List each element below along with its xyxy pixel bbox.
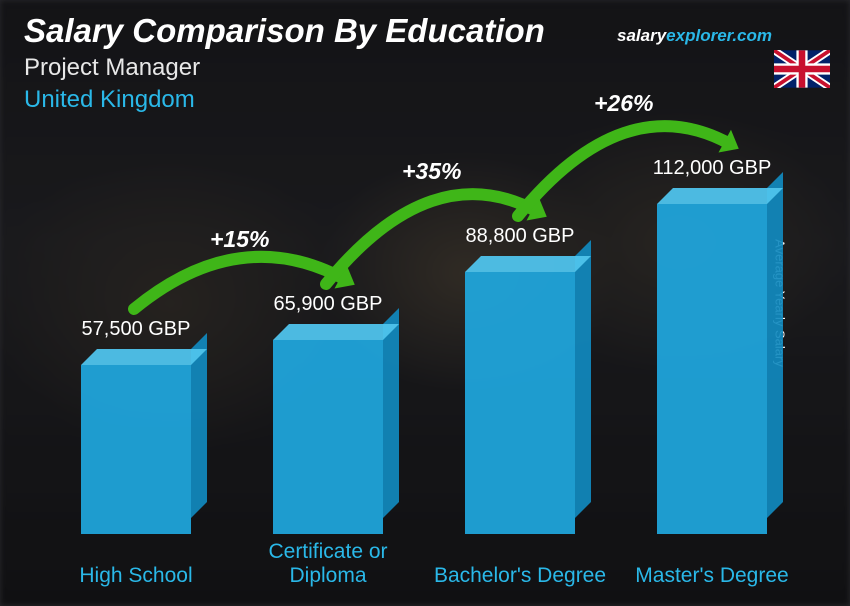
- bar: [81, 365, 191, 534]
- category-label: Master's Degree: [616, 564, 808, 588]
- chart-column: Certificate or Diploma65,900 GBP: [232, 118, 424, 588]
- brand-part2: explorer.com: [666, 26, 772, 45]
- chart-column: High School57,500 GBP: [40, 118, 232, 588]
- chart-column: Master's Degree112,000 GBP: [616, 118, 808, 588]
- value-label: 112,000 GBP: [612, 157, 812, 180]
- bar: [465, 272, 575, 534]
- brand-logo: salaryexplorer.com: [617, 26, 772, 46]
- category-label: High School: [40, 564, 232, 588]
- chart-country: United Kingdom: [24, 86, 195, 114]
- category-label: Bachelor's Degree: [424, 564, 616, 588]
- increase-pct: +15%: [210, 226, 269, 253]
- increase-pct: +26%: [594, 90, 653, 117]
- bar: [273, 340, 383, 534]
- category-label: Certificate or Diploma: [232, 540, 424, 588]
- brand-part1: salary: [617, 26, 666, 45]
- uk-flag-icon: [774, 50, 830, 88]
- chart-title: Salary Comparison By Education: [24, 12, 545, 50]
- bar-chart: High School57,500 GBPCertificate or Dipl…: [40, 118, 810, 588]
- value-label: 65,900 GBP: [228, 293, 428, 316]
- chart-subtitle: Project Manager: [24, 54, 200, 82]
- value-label: 88,800 GBP: [420, 225, 620, 248]
- value-label: 57,500 GBP: [36, 318, 236, 341]
- increase-pct: +35%: [402, 158, 461, 185]
- bar: [657, 204, 767, 534]
- chart-column: Bachelor's Degree88,800 GBP: [424, 118, 616, 588]
